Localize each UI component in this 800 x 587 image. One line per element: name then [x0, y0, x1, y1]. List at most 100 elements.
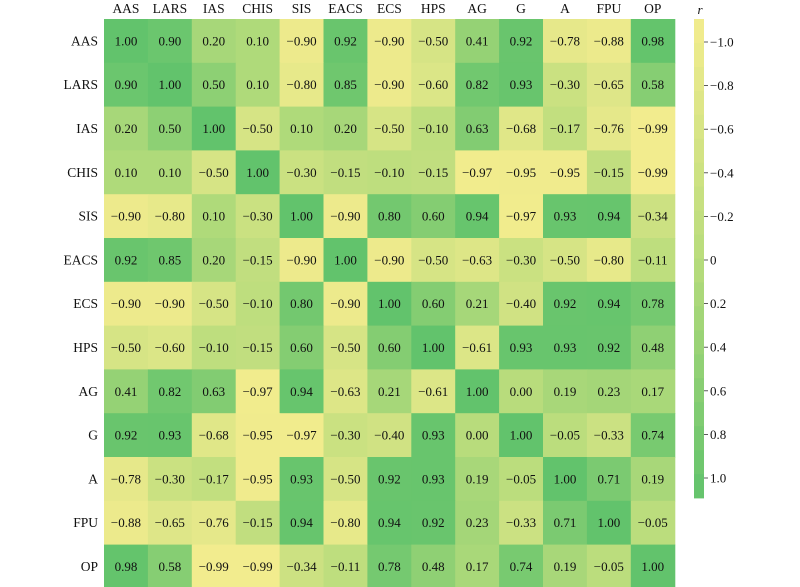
cell-value-label: 0.94 [290, 515, 313, 530]
cell-value-label: 0.63 [466, 121, 489, 136]
cell-value-label: −0.90 [330, 296, 360, 311]
heatmap-cell [455, 325, 500, 370]
cell-value-label: −0.11 [331, 559, 361, 574]
heatmap-cell [411, 281, 456, 327]
heatmap-cell [455, 106, 500, 151]
cell-value-label: −0.95 [243, 428, 273, 443]
colorbar-segment [694, 402, 704, 427]
heatmap-cell [499, 19, 544, 64]
heatmap-cell [279, 281, 325, 327]
heatmap-cell [411, 150, 456, 195]
heatmap-cell [323, 500, 368, 546]
cell-value-label: −0.80 [287, 77, 317, 92]
cell-value-label: 0.20 [202, 252, 225, 267]
cell-value-label: −0.95 [506, 165, 536, 180]
heatmap-cell [323, 62, 368, 108]
heatmap-cell [104, 194, 149, 239]
cell-value-label: −0.88 [594, 33, 624, 48]
heatmap-cell [104, 62, 149, 108]
cell-value-label: 0.00 [466, 428, 489, 443]
cell-value-label: 0.92 [422, 515, 445, 530]
heatmap-cell [323, 238, 368, 283]
column-tick-label: SIS [292, 1, 312, 16]
heatmap-cell [279, 413, 325, 458]
row-tick-label: CHIS [67, 165, 98, 180]
column-tick-label: G [516, 1, 526, 16]
cell-value-label: −0.30 [506, 252, 536, 267]
heatmap-cell [630, 500, 676, 546]
cell-value-label: −0.78 [550, 33, 580, 48]
cell-value-label: −0.88 [111, 515, 141, 530]
column-tick-label: OP [644, 1, 661, 16]
cell-value-label: 1.00 [115, 33, 138, 48]
row-tick-label: SIS [78, 209, 98, 224]
heatmap-cell [367, 325, 412, 370]
heatmap-cell [104, 19, 149, 64]
heatmap-cell [411, 369, 456, 414]
colorbar-segment [694, 19, 704, 44]
cell-value-label: 0.94 [597, 209, 620, 224]
cell-value-label: −0.40 [506, 296, 536, 311]
colorbar-segment [694, 162, 704, 188]
heatmap-cell [367, 19, 412, 64]
cell-value-label: −0.15 [418, 165, 448, 180]
cell-value-label: −0.15 [243, 340, 273, 355]
cell-value-label: −0.95 [550, 165, 580, 180]
heatmap-cell [323, 457, 368, 502]
cell-value-label: 0.41 [115, 384, 138, 399]
cell-value-label: 1.00 [202, 121, 225, 136]
heatmap-cell [104, 500, 149, 546]
cell-value-label: −0.50 [330, 340, 360, 355]
heatmap-cell [191, 62, 237, 108]
heatmap-cell [367, 413, 412, 458]
cell-value-label: 0.92 [510, 33, 533, 48]
heatmap-cell [543, 369, 588, 414]
heatmap-cell [630, 281, 676, 327]
cell-value-label: 0.92 [115, 428, 138, 443]
cell-value-label: −0.68 [506, 121, 536, 136]
row-tick-label: ECS [73, 296, 98, 311]
heatmap-cell [411, 457, 456, 502]
heatmap-cell [323, 106, 368, 151]
heatmap-cell [279, 500, 325, 546]
heatmap-cell [323, 325, 368, 370]
heatmap-cell [543, 106, 588, 151]
heatmap-cell [235, 194, 281, 239]
heatmap-cell [279, 194, 325, 239]
colorbar-segment [694, 282, 704, 307]
heatmap-cell [630, 457, 676, 502]
heatmap-cell [104, 544, 149, 587]
heatmap-cell [323, 150, 368, 195]
cell-value-label: −0.90 [287, 252, 317, 267]
cell-value-label: −0.99 [199, 559, 229, 574]
heatmap-cell [543, 325, 588, 370]
heatmap-cell [455, 413, 500, 458]
heatmap-cell [104, 325, 149, 370]
cell-value-label: −0.97 [287, 428, 318, 443]
cell-value-label: −0.80 [594, 252, 624, 267]
cell-value-label: 0.93 [510, 340, 533, 355]
colorbar-segment [694, 306, 704, 331]
heatmap-cell [630, 544, 676, 587]
heatmap-cell [279, 369, 325, 414]
heatmap-cell [543, 413, 588, 458]
cell-value-label: 0.93 [158, 428, 181, 443]
heatmap-cell [147, 325, 193, 370]
cell-value-label: 0.94 [378, 515, 401, 530]
heatmap-cell [191, 325, 237, 370]
heatmap-cell [543, 500, 588, 546]
cell-value-label: 0.10 [246, 77, 269, 92]
cell-value-label: −0.60 [418, 77, 448, 92]
cell-value-label: −0.61 [418, 384, 448, 399]
cell-value-label: −0.30 [287, 165, 317, 180]
cell-value-label: −0.30 [155, 471, 185, 486]
colorbar: −1.0 −0.8 −0.6 −0.4 −0.2 0 0.2 0.4 0.6 0.8 1.0 r [694, 2, 734, 499]
cell-value-label: 0.94 [466, 209, 489, 224]
cell-value-label: −0.80 [155, 209, 185, 224]
cell-value-label: 0.60 [290, 340, 313, 355]
colorbar-segment [694, 354, 704, 379]
heatmap-cell [323, 281, 368, 327]
column-tick-label: LARS [153, 1, 188, 16]
cell-value-label: −0.30 [550, 77, 580, 92]
colorbar-tick-label: 1.0 [710, 471, 726, 486]
